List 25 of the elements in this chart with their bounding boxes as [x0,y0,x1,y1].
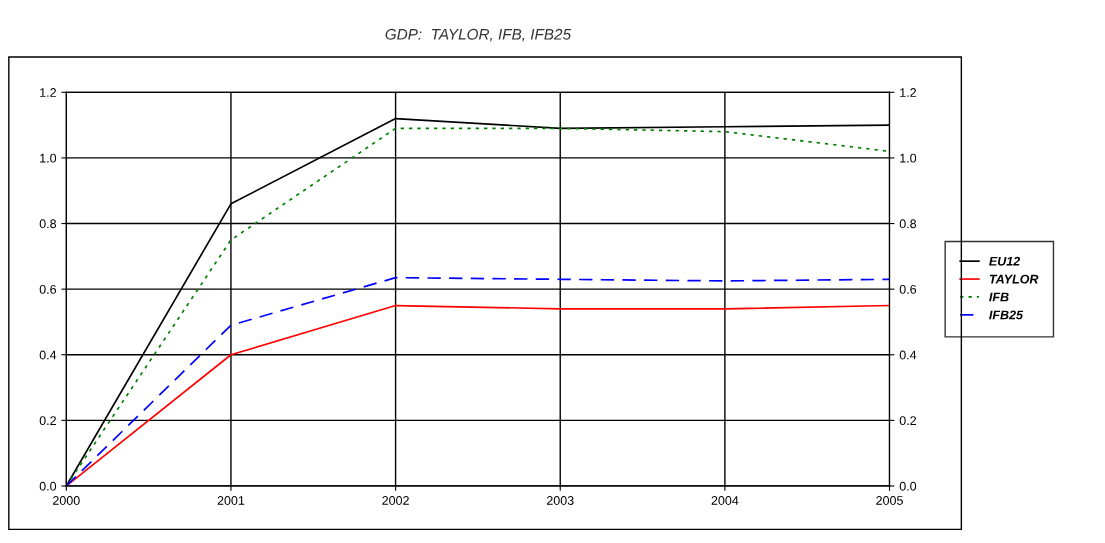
legend-label: EU12 [989,256,1021,266]
y-tick-label: 0.8 [39,219,57,229]
y-tick-label: 0.0 [39,481,57,491]
x-tick-label: 2001 [217,496,245,505]
x-tick-label: 2002 [382,496,409,505]
y2-tick-label: 0.4 [899,350,917,360]
x-tick-label: 2000 [53,496,80,505]
y2-tick-label: 0.0 [899,481,917,491]
y-tick-label: 0.6 [39,284,57,294]
x-tick-label: 2005 [876,496,903,505]
y-tick-label: 1.0 [40,153,57,163]
y2-tick-label: 1.2 [900,88,916,97]
x-tick-label: 2004 [711,496,739,505]
y-tick-label: 1.2 [40,88,56,97]
legend-label: IFB25 [989,310,1024,320]
x-tick-label: 2003 [546,496,574,505]
y2-tick-label: 1.0 [900,153,917,163]
y-tick-label: 0.2 [39,416,56,426]
y2-tick-label: 0.6 [899,284,917,294]
y-tick-label: 0.4 [39,350,57,360]
y2-tick-label: 0.2 [899,416,916,426]
legend-label: IFB [989,292,1009,302]
y2-tick-label: 0.8 [899,219,917,229]
chart-title: GDP: TAYLOR, IFB, IFB25 [385,28,572,42]
legend-label: TAYLOR [989,274,1039,284]
